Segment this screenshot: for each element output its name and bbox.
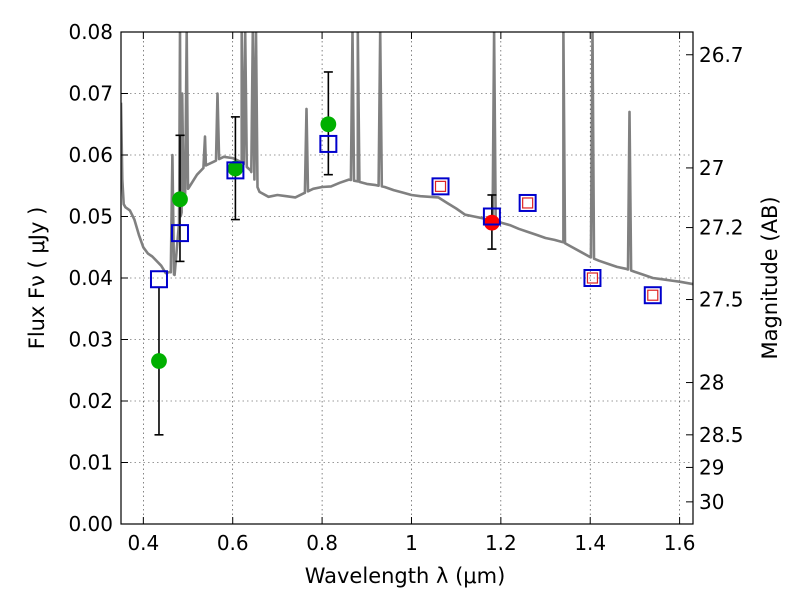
limit-point-square xyxy=(647,289,659,301)
model-point-square xyxy=(149,270,168,289)
model-point-square xyxy=(319,134,338,153)
right-tick-label: 27.5 xyxy=(699,288,744,312)
limit-point-square xyxy=(522,197,534,209)
sed-curve xyxy=(121,32,693,286)
y-tick-label: 0.05 xyxy=(68,205,113,229)
y-axis-right-label: Magnitude (AB) xyxy=(758,196,782,359)
y-tick-label: 0.06 xyxy=(68,143,113,167)
x-tick-label: 1.2 xyxy=(485,531,517,555)
model-point-square xyxy=(226,161,245,180)
y-tick-label: 0.08 xyxy=(68,20,113,44)
data-point-circle xyxy=(320,116,337,133)
grid-lines xyxy=(121,31,693,525)
y-tick-label: 0.04 xyxy=(68,266,113,290)
model-point-square xyxy=(482,207,501,226)
right-tick-label: 28 xyxy=(699,371,724,395)
right-tick-label: 27 xyxy=(699,156,724,180)
y-tick-label: 0.02 xyxy=(68,389,113,413)
x-tick-label: 0.4 xyxy=(127,531,159,555)
right-tick-label: 30 xyxy=(699,490,724,514)
marker-group xyxy=(149,116,662,369)
y-tick-label: 0.01 xyxy=(68,451,113,475)
model-point-square xyxy=(170,224,189,243)
x-tick-label: 0.6 xyxy=(217,531,249,555)
limit-point-square xyxy=(586,272,599,284)
x-tick-label: 1 xyxy=(405,531,418,555)
right-tick-label: 27.2 xyxy=(699,216,744,240)
y-tick-label: 0.03 xyxy=(68,328,113,352)
y-tick-label: 0.07 xyxy=(68,82,113,106)
sed-curve-group xyxy=(121,32,693,286)
tick-group: 0.4 0.6 0.8 1 1.2 1.4 1.6 0.00 0.01 0.02 0.03 0.04 0… xyxy=(68,20,743,555)
x-tick-label: 0.8 xyxy=(306,531,338,555)
limit-point-square xyxy=(434,180,447,192)
model-point-square xyxy=(583,269,602,287)
y-tick-label: 0.00 xyxy=(68,512,113,536)
right-tick-label: 26.7 xyxy=(699,43,744,67)
right-tick-label: 28.5 xyxy=(699,423,744,447)
y-axis-label: Flux Fν ( μJy ) xyxy=(25,207,49,350)
model-point-square xyxy=(643,286,662,305)
data-point-circle xyxy=(484,214,500,231)
right-tick-label: 29 xyxy=(699,455,724,479)
model-point-square xyxy=(518,193,537,212)
model-point-square xyxy=(431,177,450,196)
x-tick-label: 1.4 xyxy=(574,531,606,555)
x-tick-label: 1.6 xyxy=(664,531,696,555)
data-point-circle xyxy=(151,353,167,369)
x-axis-label: Wavelength λ (μm) xyxy=(305,564,506,588)
data-point-circle xyxy=(172,191,188,208)
